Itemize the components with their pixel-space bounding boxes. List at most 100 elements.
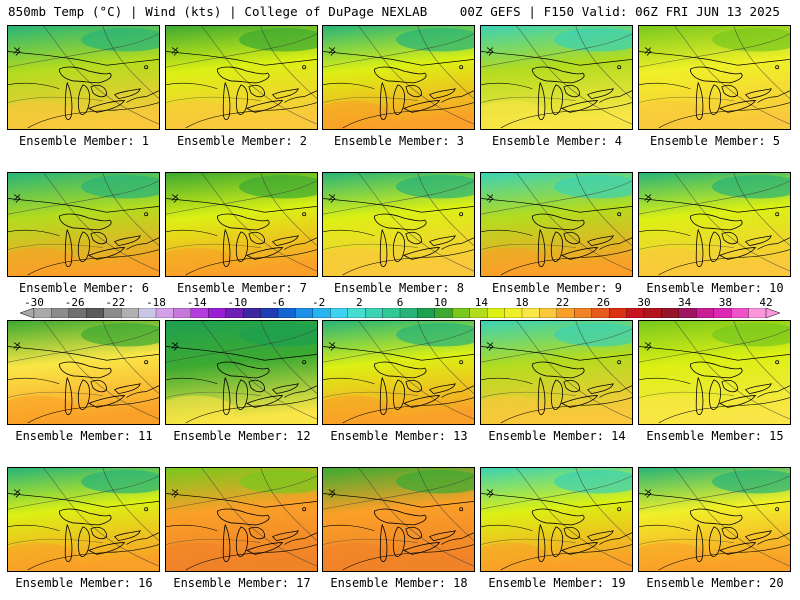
- ensemble-member-label: Ensemble Member: 2: [176, 134, 308, 148]
- colorbar-segment: [312, 308, 331, 318]
- ensemble-member-map: [165, 320, 318, 425]
- colorbar-segment: [608, 308, 628, 318]
- colorbar-tick-label: -2: [312, 296, 326, 309]
- map-field: [639, 321, 790, 424]
- map-field: [481, 468, 632, 571]
- colorbar-segment: [748, 308, 767, 318]
- ensemble-member-label: Ensemble Member: 19: [488, 576, 626, 590]
- colorbar-tick-label: -10: [227, 296, 248, 309]
- map-field: [481, 173, 632, 276]
- colorbar-segment: [574, 308, 593, 318]
- ensemble-member-map: [638, 172, 791, 277]
- colorbar-tick-label: 6: [396, 296, 404, 309]
- colorbar-segment: [591, 308, 610, 318]
- ensemble-member-map: [7, 467, 160, 572]
- colorbar-segment: [68, 308, 87, 318]
- ensemble-member-map: [638, 25, 791, 130]
- colorbar-segment: [277, 308, 296, 318]
- colorbar-tick-labels: -30 -26 -22 -18 -14 -10 -6 -2 2 6 10 14 18 22 26 30 34 38…: [0, 296, 800, 309]
- colorbar-segment: [504, 308, 523, 318]
- ensemble-member-label: Ensemble Member: 16: [15, 576, 153, 590]
- colorbar-segment: [452, 308, 471, 318]
- map-field: [166, 26, 317, 129]
- ensemble-member-label: Ensemble Member: 11: [15, 429, 153, 443]
- map-field: [481, 321, 632, 424]
- colorbar-segment: [242, 308, 262, 318]
- colorbar-tick-label: 2: [356, 296, 363, 309]
- ensemble-member-map: [7, 320, 160, 425]
- colorbar-tick-label: -22: [105, 296, 126, 309]
- map-field: [323, 468, 474, 571]
- colorbar-segment: [295, 308, 314, 318]
- ensemble-member-label: Ensemble Member: 14: [488, 429, 626, 443]
- colorbar-tick-label: 26: [596, 296, 610, 309]
- ensemble-member-label: Ensemble Member: 3: [333, 134, 465, 148]
- colorbar-segment: [225, 308, 244, 318]
- colorbar-segment: [33, 308, 52, 318]
- colorbar-tick-label: -14: [186, 296, 207, 309]
- map-field: [639, 26, 790, 129]
- map-field: [639, 173, 790, 276]
- header-valid-time: 00Z GEFS | F150 Valid: 06Z FRI JUN 13 20…: [459, 4, 780, 19]
- colorbar-scale: [19, 308, 781, 318]
- colorbar-tick-label: 10: [434, 296, 448, 309]
- ensemble-member-map: [638, 320, 791, 425]
- colorbar-segment: [382, 308, 401, 318]
- colorbar-segment: [696, 308, 715, 318]
- ensemble-member-label: Ensemble Member: 5: [649, 134, 781, 148]
- ensemble-member-map: [638, 467, 791, 572]
- colorbar-tick-label: 22: [556, 296, 570, 309]
- map-field: [639, 468, 790, 571]
- colorbar-segment: [120, 308, 140, 318]
- ensemble-member-label: Ensemble Member: 4: [491, 134, 623, 148]
- ensemble-member-map: [322, 320, 475, 425]
- map-field: [323, 173, 474, 276]
- map-field: [323, 26, 474, 129]
- ensemble-member-map: [7, 172, 160, 277]
- map-field: [481, 26, 632, 129]
- colorbar-tick-label: -6: [271, 296, 285, 309]
- colorbar-tick-label: 34: [678, 296, 692, 309]
- colorbar-segment: [190, 308, 209, 318]
- colorbar-segment: [155, 308, 174, 318]
- ensemble-member-map: [322, 172, 475, 277]
- ensemble-member-label: Ensemble Member: 15: [646, 429, 784, 443]
- colorbar-segment: [103, 308, 122, 318]
- map-field: [8, 173, 159, 276]
- colorbar-tick-label: 14: [474, 296, 488, 309]
- colorbar-segment: [208, 308, 227, 318]
- colorbar-tick-label: -26: [64, 296, 85, 309]
- ensemble-member-label: Ensemble Member: 18: [330, 576, 468, 590]
- map-field: [8, 321, 159, 424]
- ensemble-member-label: Ensemble Member: 9: [491, 281, 623, 295]
- colorbar-segment: [330, 308, 349, 318]
- ensemble-member-map: [165, 467, 318, 572]
- colorbar-tick-label: 42: [759, 296, 773, 309]
- ensemble-member-label: Ensemble Member: 20: [646, 576, 784, 590]
- colorbar-tick-label: 38: [718, 296, 732, 309]
- ensemble-member-label: Ensemble Member: 6: [18, 281, 150, 295]
- colorbar-segment: [364, 308, 384, 318]
- colorbar-segment: [626, 308, 645, 318]
- ensemble-member-map: [322, 25, 475, 130]
- map-field: [8, 26, 159, 129]
- colorbar-segment: [417, 308, 436, 318]
- map-field: [166, 468, 317, 571]
- map-field: [166, 173, 317, 276]
- ensemble-member-label: Ensemble Member: 13: [330, 429, 468, 443]
- colorbar-segment: [713, 308, 732, 318]
- ensemble-member-map: [480, 25, 633, 130]
- colorbar-segment: [539, 308, 558, 318]
- ensemble-member-map: [7, 25, 160, 130]
- ensemble-member-map: [165, 25, 318, 130]
- colorbar-segment: [661, 308, 680, 318]
- ensemble-member-label: Ensemble Member: 12: [173, 429, 311, 443]
- ensemble-member-map: [322, 467, 475, 572]
- colorbar-tick-label: 18: [515, 296, 529, 309]
- colorbar-segment: [521, 308, 540, 318]
- ensemble-member-map: [480, 172, 633, 277]
- colorbar-segment: [260, 308, 279, 318]
- colorbar-segment: [399, 308, 418, 318]
- ensemble-member-label: Ensemble Member: 8: [333, 281, 465, 295]
- colorbar-tick-label: -30: [24, 296, 44, 309]
